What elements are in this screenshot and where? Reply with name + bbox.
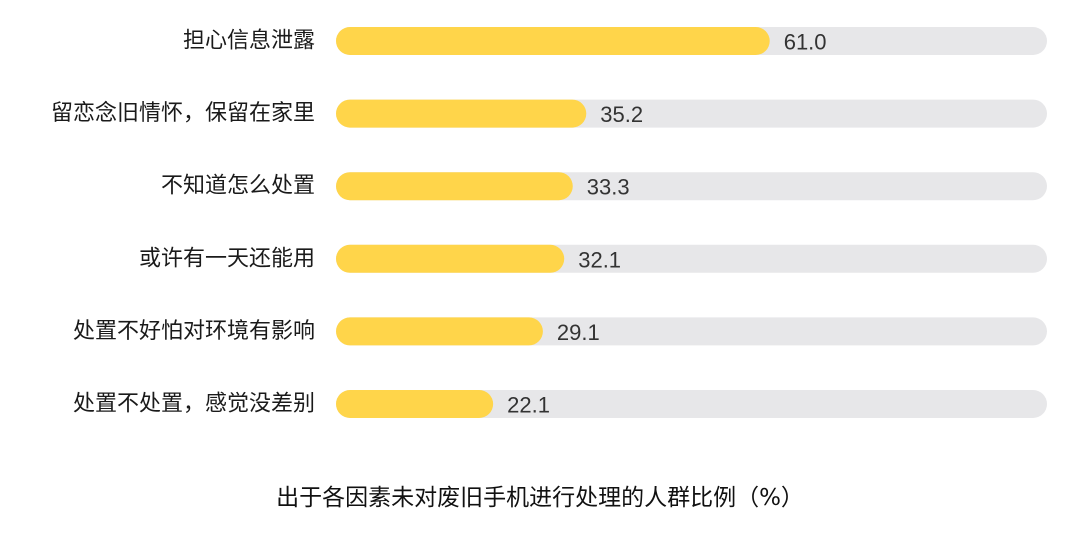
bar <box>336 172 573 201</box>
category-label: 留恋念旧情怀，保留在家里 <box>51 101 315 126</box>
bar <box>336 27 770 55</box>
category-label: 处置不好怕对环境有影响 <box>73 319 315 344</box>
bar <box>336 317 543 346</box>
value-label: 33.3 <box>587 175 630 200</box>
category-label: 担心信息泄露 <box>183 29 315 54</box>
category-label: 或许有一天还能用 <box>139 246 315 271</box>
chart-title: 出于各因素未对废旧手机进行处理的人群比例（%） <box>276 485 804 511</box>
category-label: 不知道怎么处置 <box>161 174 315 199</box>
bar <box>336 390 494 418</box>
category-label: 处置不处置，感觉没差别 <box>73 392 315 417</box>
bar-chart: 担心信息泄露 61.0 留恋念旧情怀，保留在家里 35.2 不知道怎么处置 33.3 或许有… <box>51 27 1047 418</box>
value-label: 32.1 <box>578 247 621 272</box>
bar-track <box>336 390 1047 418</box>
value-label: 29.1 <box>557 320 600 345</box>
value-label: 22.1 <box>507 393 550 418</box>
value-label: 61.0 <box>784 30 827 55</box>
value-label: 35.2 <box>600 102 643 127</box>
bar <box>336 244 565 273</box>
bar <box>336 99 587 128</box>
